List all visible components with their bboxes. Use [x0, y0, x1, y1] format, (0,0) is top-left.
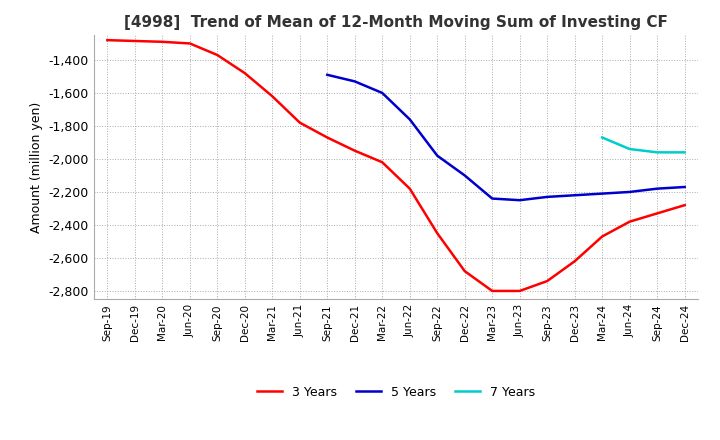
3 Years: [351, 148, 359, 153]
5 Years: [378, 90, 387, 95]
3 Years: [488, 288, 497, 293]
3 Years: [378, 160, 387, 165]
3 Years: [626, 219, 634, 224]
7 Years: [653, 150, 662, 155]
5 Years: [323, 72, 332, 77]
3 Years: [268, 94, 276, 99]
3 Years: [598, 234, 606, 239]
5 Years: [351, 79, 359, 84]
5 Years: [460, 173, 469, 178]
5 Years: [488, 196, 497, 201]
5 Years: [516, 198, 524, 203]
Line: 7 Years: 7 Years: [602, 137, 685, 152]
7 Years: [598, 135, 606, 140]
5 Years: [433, 153, 441, 158]
3 Years: [240, 70, 249, 76]
3 Years: [213, 52, 222, 58]
3 Years: [323, 135, 332, 140]
3 Years: [460, 268, 469, 274]
5 Years: [570, 193, 579, 198]
3 Years: [158, 39, 166, 44]
3 Years: [186, 41, 194, 46]
5 Years: [626, 189, 634, 194]
Title: [4998]  Trend of Mean of 12-Month Moving Sum of Investing CF: [4998] Trend of Mean of 12-Month Moving …: [124, 15, 668, 30]
3 Years: [516, 288, 524, 293]
7 Years: [680, 150, 689, 155]
3 Years: [653, 211, 662, 216]
5 Years: [405, 117, 414, 122]
5 Years: [543, 194, 552, 200]
Line: 3 Years: 3 Years: [107, 40, 685, 291]
5 Years: [598, 191, 606, 196]
5 Years: [653, 186, 662, 191]
3 Years: [680, 202, 689, 208]
3 Years: [405, 186, 414, 191]
7 Years: [626, 147, 634, 152]
5 Years: [680, 184, 689, 190]
3 Years: [433, 231, 441, 236]
3 Years: [103, 37, 112, 43]
Legend: 3 Years, 5 Years, 7 Years: 3 Years, 5 Years, 7 Years: [252, 381, 540, 404]
Y-axis label: Amount (million yen): Amount (million yen): [30, 102, 42, 233]
3 Years: [570, 259, 579, 264]
Line: 5 Years: 5 Years: [328, 75, 685, 200]
3 Years: [543, 279, 552, 284]
3 Years: [130, 38, 139, 44]
3 Years: [295, 120, 304, 125]
